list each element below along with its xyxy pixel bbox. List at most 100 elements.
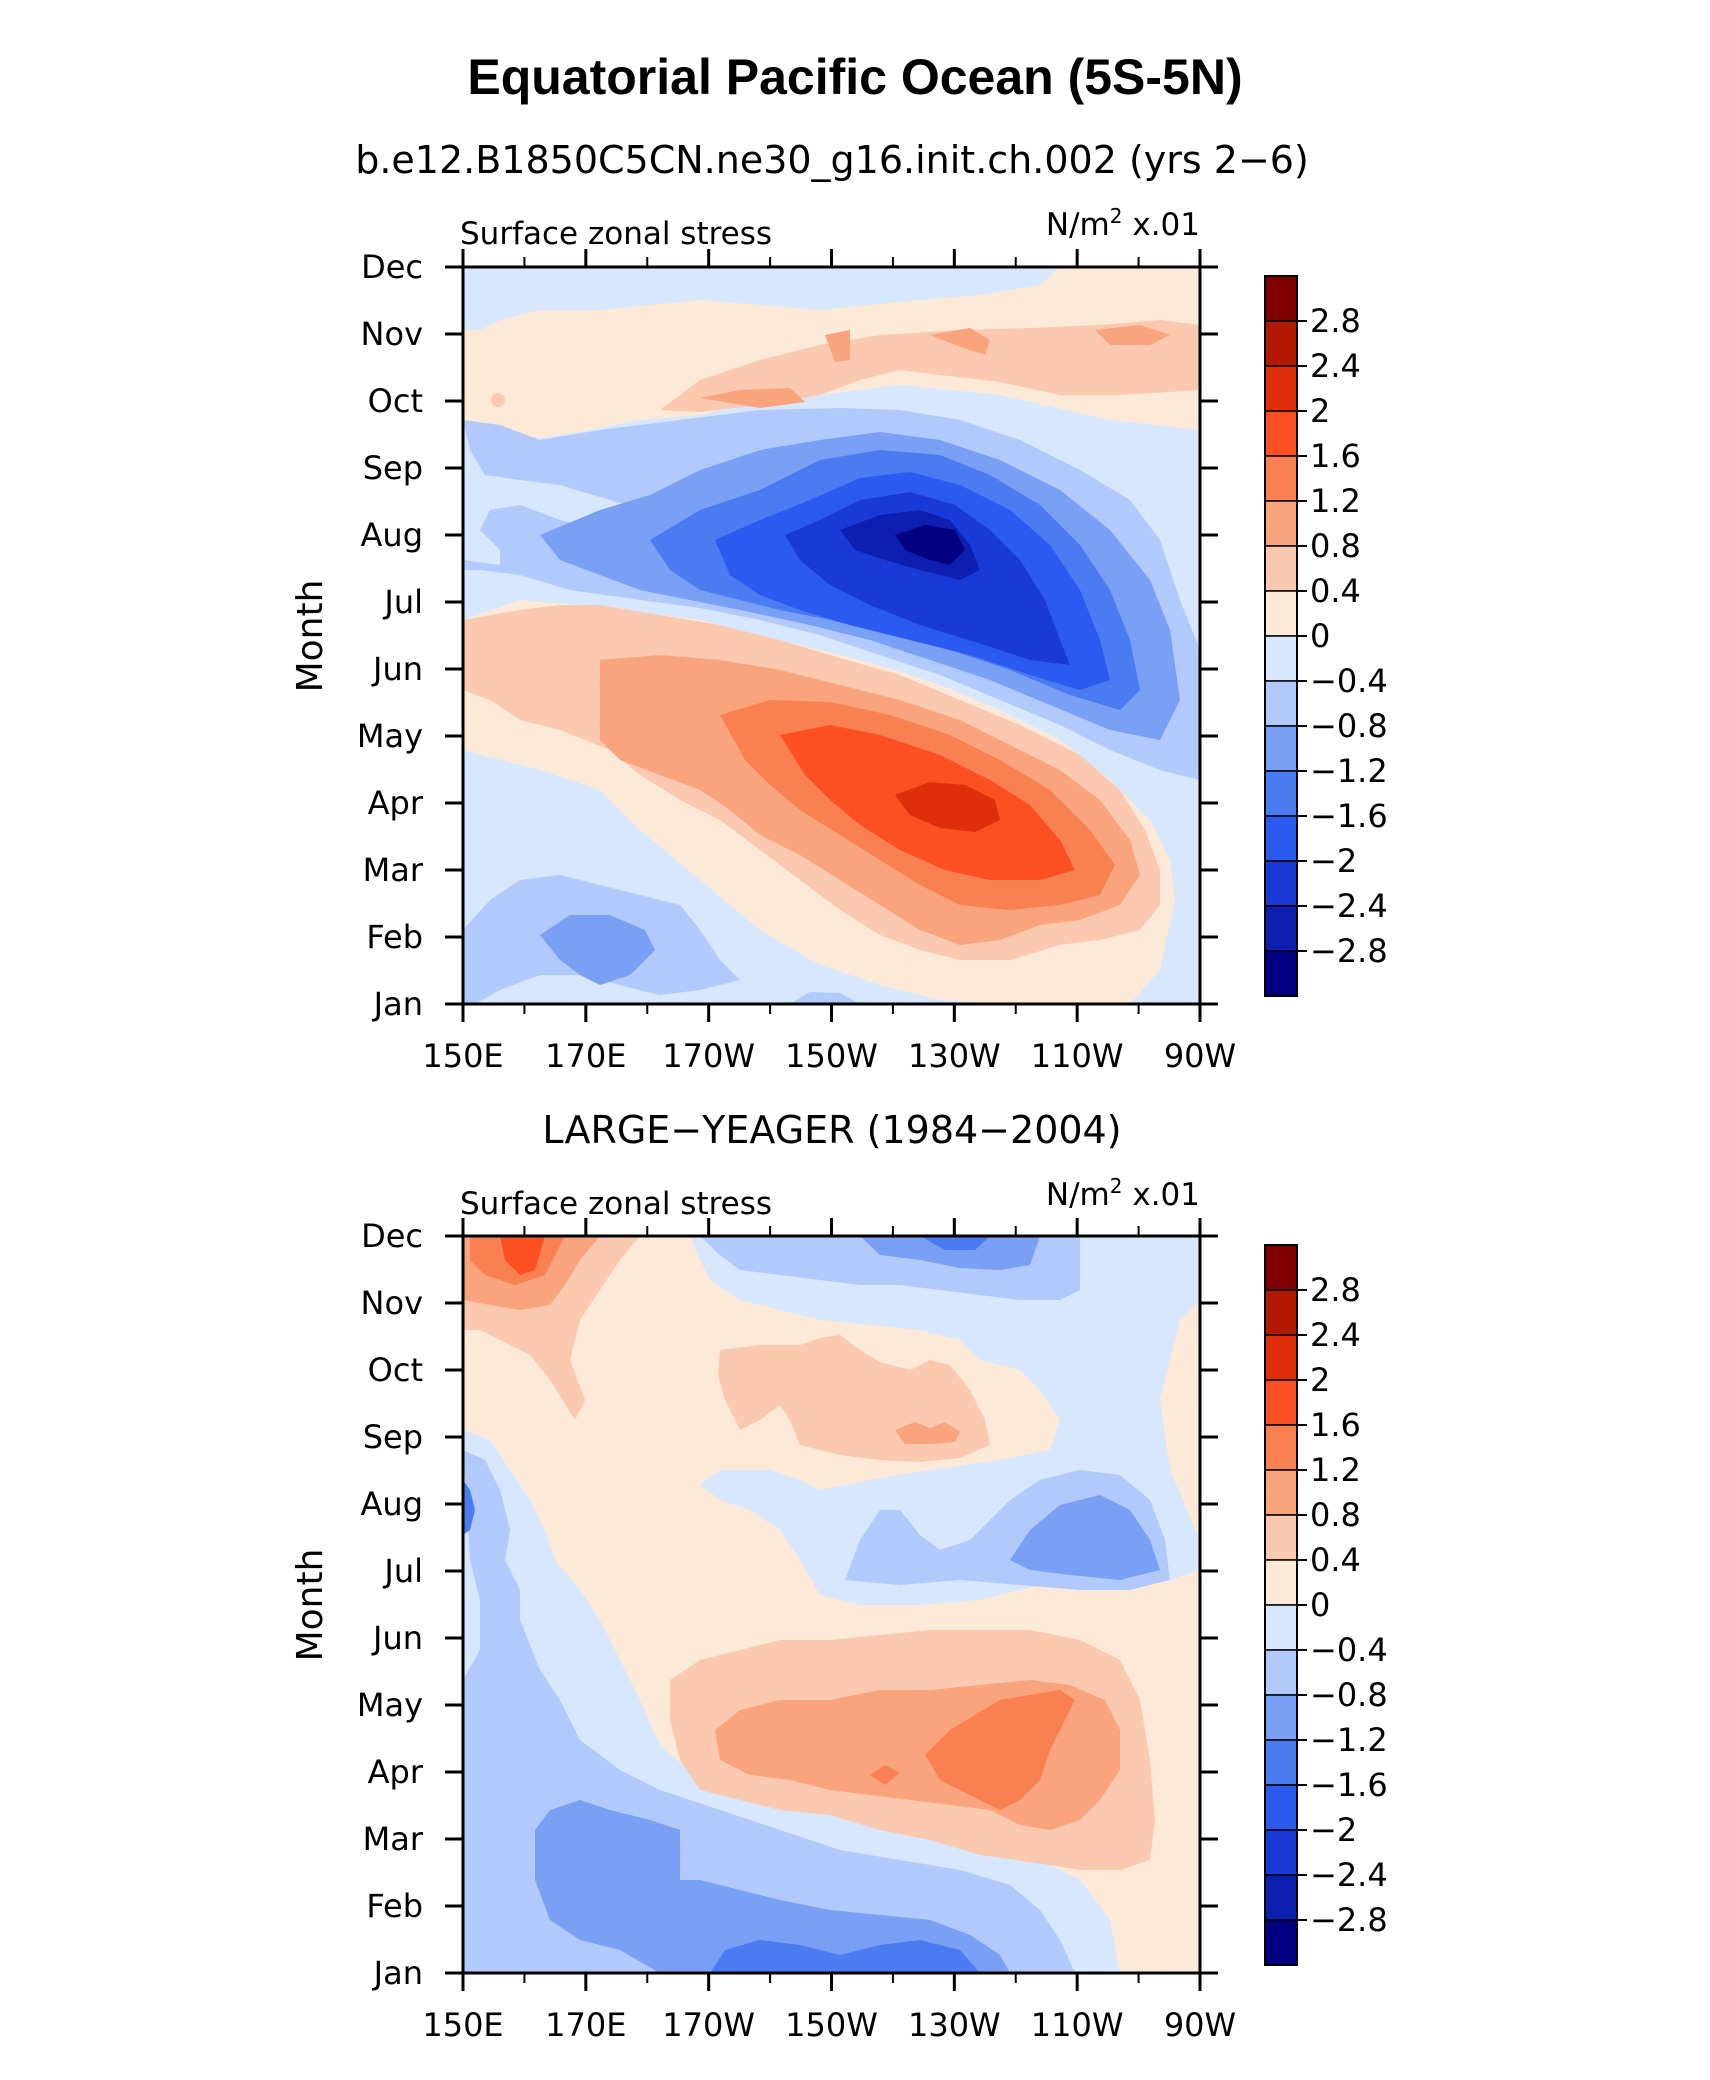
colorbar-swatch [1264, 1289, 1298, 1336]
y-tick-label: May [357, 1686, 423, 1724]
contour-band [930, 328, 990, 355]
y-tick-label: Apr [368, 784, 424, 822]
y-tick-label: Dec [361, 248, 423, 286]
colorbar-tick-label: 1.6 [1310, 1406, 1361, 1444]
colorbar-swatch [1264, 1829, 1298, 1876]
y-tick-label: Apr [368, 1753, 424, 1791]
colorbar-tick-label: −0.4 [1310, 662, 1388, 700]
colorbar-swatch [1264, 1469, 1298, 1516]
colorbar-tick-label: −1.2 [1310, 752, 1388, 790]
y-tick-label: Jun [371, 650, 423, 688]
panel-top-field [463, 267, 1200, 1004]
colorbar-tick-label: −1.6 [1310, 797, 1388, 835]
colorbar-swatch [1264, 815, 1298, 862]
panel-bottom-unit-label: N/m2 x.01 [1046, 1174, 1200, 1213]
x-tick-label: 170W [662, 2006, 755, 2044]
colorbar-tick-label: 1.6 [1310, 437, 1361, 475]
colorbar-tick-label: −1.6 [1310, 1766, 1388, 1804]
x-tick-label: 150E [422, 2006, 503, 2044]
x-tick-label: 130W [908, 1037, 1001, 1075]
colorbar-tick-label: 0.4 [1310, 572, 1361, 610]
contour-band [463, 1480, 475, 1535]
colorbar-swatch [1264, 1919, 1298, 1966]
colorbar-swatch [1264, 410, 1298, 457]
colorbar-swatch [1264, 1514, 1298, 1561]
colorbar-swatch [1264, 1784, 1298, 1831]
colorbar-tick-label: 1.2 [1310, 1451, 1361, 1489]
y-tick-label: Feb [366, 1887, 423, 1925]
panel-bottom-field [463, 1236, 1200, 1973]
x-tick-label: 110W [1031, 2006, 1124, 2044]
colorbar-tick-label: 0.8 [1310, 1496, 1361, 1534]
y-tick-label: Mar [363, 1820, 424, 1858]
x-tick-label: 170E [545, 2006, 626, 2044]
contour-band [535, 1800, 1010, 1973]
colorbar-swatch [1264, 1694, 1298, 1741]
colorbar-tick-label: −0.4 [1310, 1631, 1388, 1669]
colorbar-tick-label: −2.4 [1310, 887, 1388, 925]
colorbar-tick-label: −2 [1310, 1811, 1357, 1849]
colorbar-tick-label: 2.4 [1310, 1316, 1361, 1354]
colorbar-tick-label: −2.8 [1310, 932, 1388, 970]
panel-bottom-subtitle: LARGE−YEAGER (1984−2004) [542, 1108, 1121, 1152]
colorbar-swatch [1264, 1604, 1298, 1651]
y-tick-label: Jan [372, 985, 423, 1023]
colorbar-tick-label: 2.8 [1310, 302, 1361, 340]
contour-band [700, 388, 805, 408]
colorbar-tick-label: 2 [1310, 1361, 1330, 1399]
y-tick-label: Nov [361, 315, 423, 353]
colorbar-swatch [1264, 320, 1298, 367]
contour-band [500, 1236, 545, 1275]
colorbar-swatch [1264, 635, 1298, 682]
contour-band [920, 1236, 990, 1250]
colorbar-swatch [1264, 680, 1298, 727]
colorbar-swatch [1264, 275, 1298, 322]
contour-band [790, 992, 860, 1004]
colorbar-swatch [1264, 725, 1298, 772]
y-tick-label: Sep [363, 1418, 423, 1456]
colorbar-tick-label: 2.4 [1310, 347, 1361, 385]
colorbar-swatch [1264, 545, 1298, 592]
panel-bottom-left-label: Surface zonal stress [460, 1186, 772, 1222]
contour-band [860, 1236, 1040, 1270]
colorbar-swatch [1264, 1334, 1298, 1381]
x-tick-label: 170E [545, 1037, 626, 1075]
colorbar-swatch [1264, 455, 1298, 502]
colorbar-tick-label: −2.8 [1310, 1901, 1388, 1939]
y-tick-label: Oct [368, 382, 423, 420]
contour-band [870, 1765, 900, 1785]
contour-band [540, 915, 655, 985]
colorbar-swatch [1264, 950, 1298, 997]
panel-top-subtitle: b.e12.B1850C5CN.ne30_g16.init.ch.002 (yr… [355, 138, 1309, 182]
colorbar-tick-label: −2.4 [1310, 1856, 1388, 1894]
colorbar-tick-label: −0.8 [1310, 707, 1388, 745]
panel-top: b.e12.B1850C5CN.ne30_g16.init.ch.002 (yr… [290, 138, 1388, 1075]
colorbar-tick-label: −0.8 [1310, 1676, 1388, 1714]
panel-bottom-axes: 150E 170E 170W 150W 130W 110W 90W Jan Feb Mar Apr M… [357, 1217, 1236, 2044]
colorbar-tick-label: 0.4 [1310, 1541, 1361, 1579]
main-title: Equatorial Pacific Ocean (5S-5N) [467, 49, 1243, 105]
panel-bottom-colorbar: 2.8 2.4 2 1.6 1.2 0.8 0.4 0 −0.4 −0.8 −1.2 −1.6 −2 −2… [1264, 1244, 1388, 1966]
contour-band [1095, 325, 1170, 345]
panel-top-unit-label: N/m2 x.01 [1046, 204, 1200, 243]
contour-band [710, 1940, 980, 1973]
colorbar-swatch [1264, 1649, 1298, 1696]
x-tick-label: 150E [422, 1037, 503, 1075]
y-tick-label: Aug [361, 1485, 423, 1523]
colorbar-tick-label: 1.2 [1310, 482, 1361, 520]
x-tick-label: 90W [1164, 2006, 1236, 2044]
y-tick-label: Jul [382, 583, 423, 621]
contour-band [895, 1422, 960, 1444]
colorbar-swatch [1264, 1424, 1298, 1471]
x-tick-label: 150W [785, 1037, 878, 1075]
colorbar-swatch [1264, 770, 1298, 817]
contour-band [1010, 1495, 1160, 1580]
colorbar-swatch [1264, 1739, 1298, 1786]
colorbar-tick-label: −1.2 [1310, 1721, 1388, 1759]
colorbar-swatch [1264, 1244, 1298, 1291]
y-tick-label: Jul [382, 1552, 423, 1590]
x-tick-label: 110W [1031, 1037, 1124, 1075]
y-tick-label: Sep [363, 449, 423, 487]
y-tick-label: Nov [361, 1284, 423, 1322]
contour-band [895, 782, 1000, 832]
